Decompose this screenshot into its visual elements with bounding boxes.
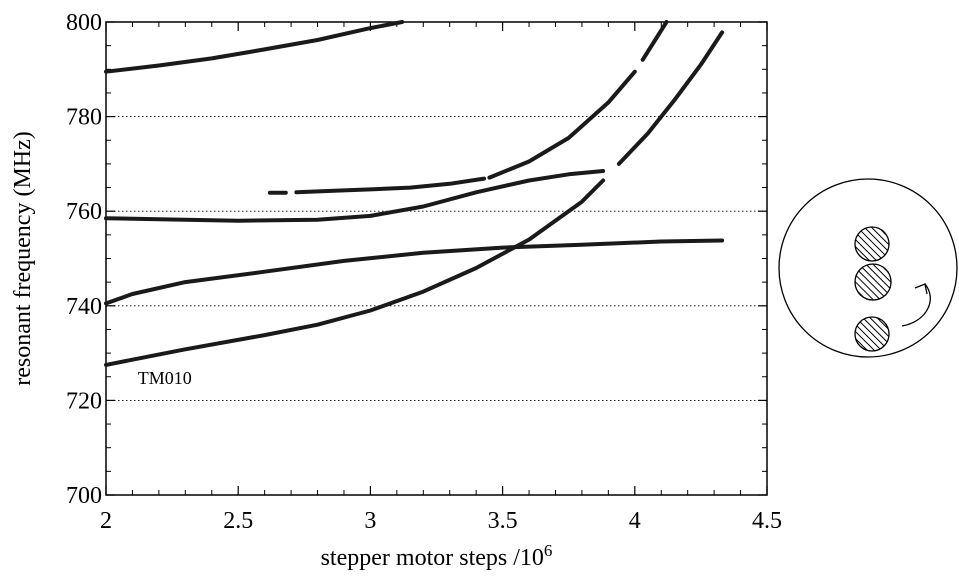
rod-top — [854, 226, 890, 262]
series-1-segment-2 — [487, 69, 637, 180]
series-1-segment-3 — [640, 20, 669, 62]
x-tick-label-4: 4 — [629, 508, 641, 534]
x-axis-title: stepper motor steps /106 — [321, 541, 553, 571]
cavity-outline — [778, 178, 958, 358]
x-tick-label-3: 3.5 — [488, 508, 518, 534]
rod-middle — [854, 263, 892, 301]
plot-frame — [105, 21, 768, 496]
y-tick-label-5: 800 — [66, 10, 102, 36]
series-2-segment-0 — [104, 169, 606, 223]
rotation-arrow-head — [914, 283, 928, 295]
annotation-tm010: TM010 — [138, 368, 192, 388]
ticks — [105, 21, 768, 496]
x-tick-label-5: 4.5 — [752, 508, 782, 534]
tick-labels: 2 2.5 3 3.5 4 4.5 700 720 740 760 780 800 — [66, 10, 782, 534]
x-tick-label-0: 2 — [100, 508, 112, 534]
y-tick-label-3: 760 — [66, 199, 102, 225]
y-tick-label-4: 780 — [66, 105, 102, 131]
y-axis-title: resonant frequency (MHz) — [10, 131, 36, 386]
y-tick-label-0: 700 — [66, 483, 102, 509]
series-3-segment-0 — [104, 238, 725, 306]
x-axis-title-text: stepper motor steps /10 — [321, 545, 544, 571]
series-4-segment-0 — [104, 178, 606, 367]
series-group — [104, 20, 725, 367]
grid — [106, 116, 767, 401]
y-tick-label-2: 740 — [66, 294, 102, 320]
y-tick-label-1: 720 — [66, 388, 102, 414]
x-tick-label-2: 3 — [364, 508, 376, 534]
series-1-segment-1 — [294, 176, 487, 195]
rotation-arrow — [901, 283, 931, 327]
cavity-cross-section-inset — [778, 178, 958, 358]
x-axis-title-exponent: 6 — [544, 541, 553, 560]
x-tick-label-1: 2.5 — [223, 508, 253, 534]
series-0-segment-0 — [104, 20, 405, 74]
series-4-segment-1 — [616, 30, 725, 166]
rod-bottom — [854, 316, 890, 352]
